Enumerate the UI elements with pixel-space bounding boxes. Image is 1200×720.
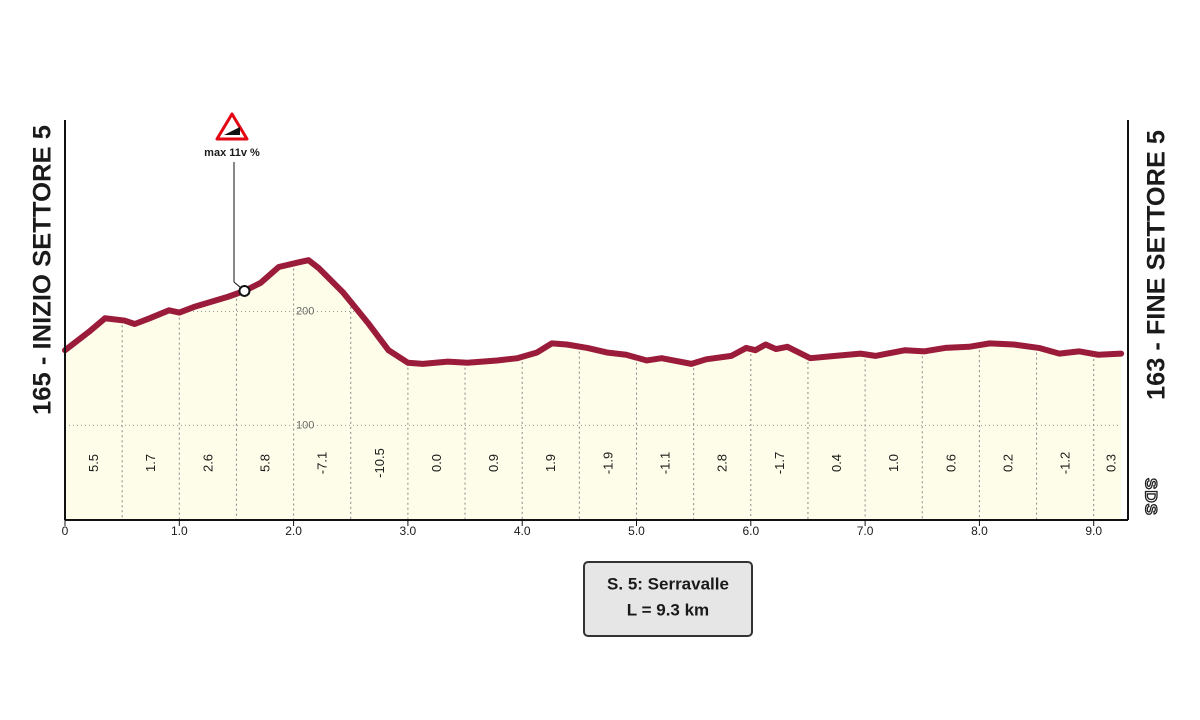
gradient-label: -1.7: [772, 452, 787, 474]
gradient-label: -1.9: [600, 452, 615, 474]
x-tick-label: 6.0: [742, 524, 759, 538]
gradient-label: 0.0: [429, 454, 444, 472]
logo: SDS: [1142, 478, 1161, 516]
gradient-label: -1.1: [658, 452, 673, 474]
elevation-line: [62, 257, 1125, 367]
y-tick-label: 100: [296, 419, 314, 431]
gradient-label: -7.1: [315, 452, 330, 474]
x-tick-label: 8.0: [971, 524, 988, 538]
annotation-label: max 11v %: [204, 147, 260, 159]
gradient-label: 1.9: [543, 454, 558, 472]
x-tick-label: 1.0: [171, 524, 188, 538]
x-tick-label: 0: [62, 524, 69, 538]
annotation-point: [238, 284, 251, 297]
gradient-label: -1.2: [1058, 452, 1073, 474]
gradient-label: 1.7: [143, 454, 158, 472]
x-tick-label: 9.0: [1085, 524, 1102, 538]
gradient-label: -10.5: [372, 448, 387, 478]
y-tick-label: 200: [296, 305, 314, 317]
info-box: [583, 561, 753, 637]
gradient-label: 2.6: [200, 454, 215, 472]
x-tick-label: 4.0: [514, 524, 531, 538]
gradient-label: 5.5: [86, 454, 101, 472]
gradient-label: 1.0: [886, 454, 901, 472]
x-tick-label: 5.0: [628, 524, 645, 538]
sector-title: S. 5: Serravalle: [607, 574, 729, 593]
gradient-label: 5.8: [257, 454, 272, 472]
gradient-label: 0.6: [943, 454, 958, 472]
area-fill: [65, 260, 1122, 520]
gradient-label: 0.2: [1000, 454, 1015, 472]
gradient-label: 0.9: [486, 454, 501, 472]
warning-icon: [215, 112, 249, 141]
x-tick-label: 3.0: [400, 524, 417, 538]
gradient-label: 0.4: [829, 454, 844, 472]
warning-slope: [224, 127, 240, 135]
x-tick-label: 7.0: [857, 524, 874, 538]
gradient-label: 0.3: [1103, 454, 1118, 472]
x-tick-label: 2.0: [285, 524, 302, 538]
gradient-label: 2.8: [715, 454, 730, 472]
length-label: L = 9.3 km: [627, 600, 709, 619]
start-label: 165 - INIZIO SETTORE 5: [29, 125, 57, 415]
end-label: 163 - FINE SETTORE 5: [1143, 130, 1171, 400]
